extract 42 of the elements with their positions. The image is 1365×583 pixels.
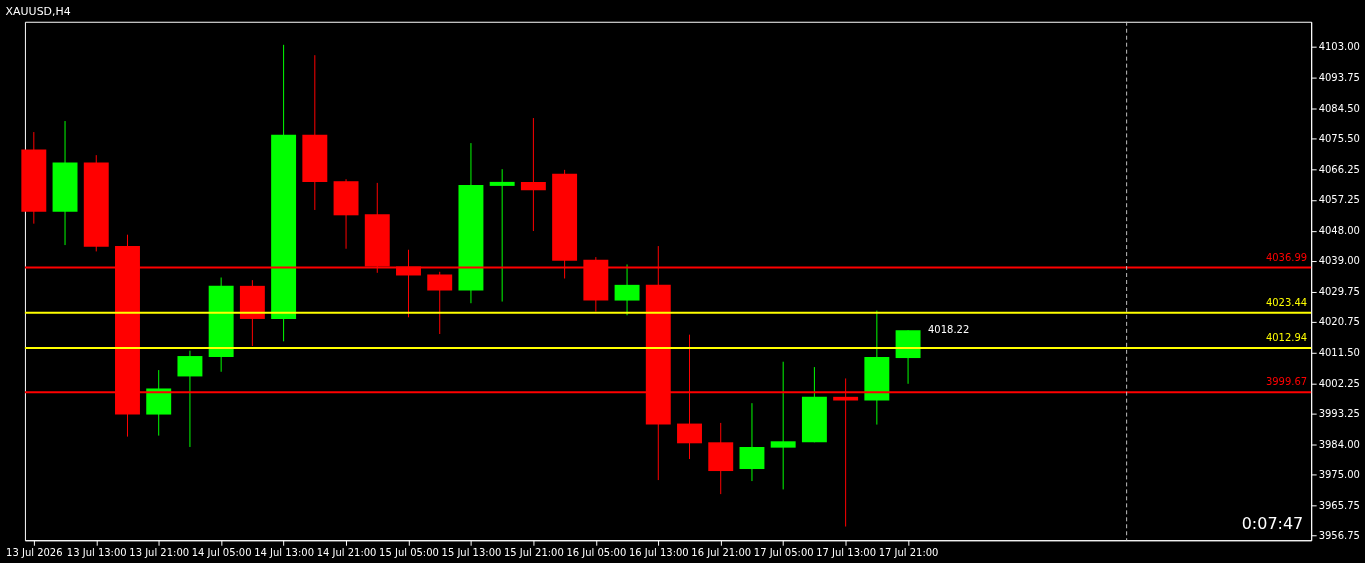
y-tick-label: 3975.00	[1318, 469, 1360, 481]
ref-line-label: 4023.44	[1265, 296, 1308, 308]
x-tick-label: 17 Jul 21:00	[878, 546, 939, 558]
y-tick-label: 4093.75	[1318, 72, 1360, 84]
annotation: 0:07:47	[1241, 514, 1304, 534]
candlestick	[489, 168, 515, 303]
ref-line-label: 4036.99	[1265, 251, 1308, 263]
y-tick-label: 3984.00	[1318, 439, 1360, 451]
x-tick-label: 15 Jul 05:00	[379, 546, 439, 558]
x-tick-label: 14 Jul 21:00	[316, 546, 377, 558]
y-tick-label: 3965.75	[1318, 500, 1360, 512]
y-tick-label: 4039.00	[1318, 255, 1360, 267]
candlestick	[520, 117, 546, 232]
x-tick-label: 14 Jul 13:00	[254, 546, 314, 558]
y-tick-label: 3993.25	[1318, 408, 1360, 420]
x-tick-label: 16 Jul 21:00	[691, 546, 752, 558]
x-tick-label: 17 Jul 05:00	[753, 546, 814, 558]
chart-title: XAUUSD,H4	[5, 5, 71, 19]
ref-line-label: 3999.67	[1265, 376, 1308, 388]
y-tick-label: 4066.25	[1318, 164, 1360, 176]
x-tick-label: 15 Jul 13:00	[441, 546, 502, 558]
x-tick-label: 13 Jul 2026	[6, 546, 63, 558]
y-tick-label: 4029.75	[1318, 286, 1360, 298]
x-tick-label: 14 Jul 05:00	[191, 546, 252, 558]
x-tick-label: 17 Jul 13:00	[816, 546, 877, 558]
y-tick-label: 4020.75	[1318, 316, 1360, 328]
x-tick-label: 16 Jul 05:00	[566, 546, 627, 558]
y-tick-label: 4084.50	[1318, 103, 1360, 115]
y-tick-label: 3956.75	[1318, 530, 1360, 542]
x-tick-label: 13 Jul 21:00	[129, 546, 190, 558]
y-tick-label: 4011.50	[1318, 347, 1360, 359]
y-tick-label: 4057.25	[1318, 194, 1360, 206]
annotation: 4018.22	[928, 324, 970, 336]
y-tick-label: 4002.25	[1318, 378, 1360, 390]
y-tick-label: 4103.00	[1318, 41, 1360, 53]
y-tick-label: 4075.50	[1318, 133, 1360, 145]
x-tick-label: 16 Jul 13:00	[628, 546, 689, 558]
ref-line-label: 4012.94	[1265, 331, 1308, 343]
y-tick-label: 4048.00	[1318, 225, 1360, 237]
x-tick-label: 13 Jul 13:00	[66, 546, 127, 558]
candlestick	[770, 361, 796, 490]
x-tick-label: 15 Jul 21:00	[504, 546, 564, 558]
